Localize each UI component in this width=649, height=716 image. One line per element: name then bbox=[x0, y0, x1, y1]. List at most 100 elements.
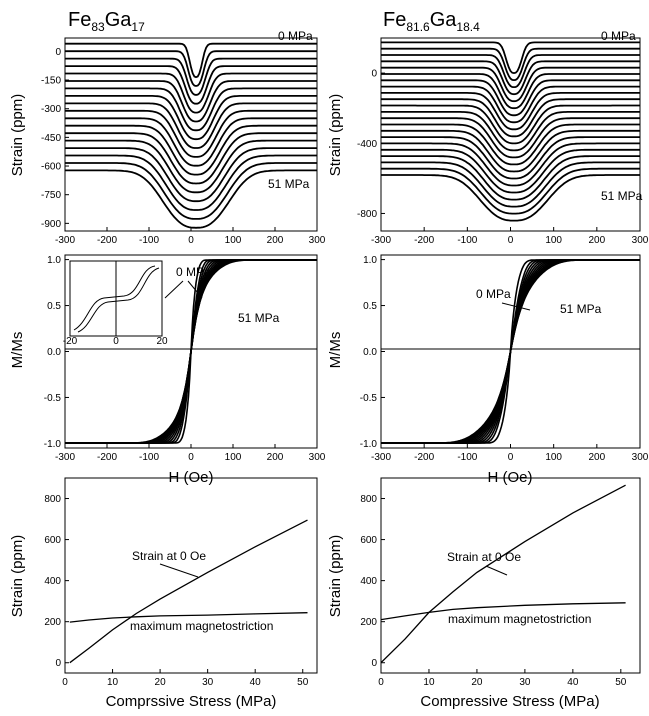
strain-curve bbox=[65, 57, 317, 96]
x-tick-label: 300 bbox=[309, 452, 326, 463]
inset-tick-label: 20 bbox=[156, 336, 168, 347]
hysteresis-curve bbox=[381, 259, 640, 444]
annotation-0mpa: 0 MPa bbox=[176, 265, 211, 279]
series-line-max-magnetostriction bbox=[69, 612, 308, 623]
y-tick-label: 0.0 bbox=[47, 347, 61, 358]
x-tick-label: 20 bbox=[471, 677, 483, 688]
y-tick-label: 0 bbox=[55, 47, 61, 58]
x-tick-label: 0 bbox=[188, 452, 194, 463]
strain-curve bbox=[381, 148, 640, 194]
x-tick-label: 300 bbox=[632, 235, 649, 246]
x-tick-label: 0 bbox=[62, 677, 68, 688]
inset-curve-up bbox=[73, 265, 156, 331]
strain-curve bbox=[381, 129, 640, 173]
annotation-51mpa: 51 MPa bbox=[560, 302, 602, 316]
x-axis-label: Comprssive Stress (MPa) bbox=[106, 693, 277, 710]
annotation-strain-0oe: Strain at 0 Oe bbox=[132, 549, 206, 563]
tick-labels: 0 10 20 30 40 50 0 200 400 600 800 bbox=[44, 494, 308, 688]
x-tick-label: 30 bbox=[202, 677, 214, 688]
strain-curve bbox=[381, 136, 640, 180]
y-tick-label: -600 bbox=[41, 162, 61, 173]
y-tick-label: -300 bbox=[41, 104, 61, 115]
x-tick-label: -300 bbox=[55, 235, 75, 246]
strain-curve bbox=[65, 42, 317, 79]
series-line-strain-0oe bbox=[69, 519, 308, 664]
y-tick-label: 400 bbox=[44, 576, 61, 587]
annotation-51mpa: 51 MPa bbox=[268, 177, 310, 191]
y-axis-label: Strain (ppm) bbox=[9, 94, 26, 177]
inset-tick-label: -20 bbox=[63, 336, 78, 347]
strain-curve bbox=[65, 80, 317, 123]
x-tick-label: 100 bbox=[225, 452, 242, 463]
y-tick-label: 0 bbox=[55, 658, 61, 669]
strain-curve bbox=[381, 142, 640, 187]
strain-curve bbox=[381, 85, 640, 124]
strain-curve bbox=[381, 174, 640, 222]
strain-curve bbox=[381, 79, 640, 117]
x-tick-label: 100 bbox=[225, 235, 242, 246]
strain-curve bbox=[381, 66, 640, 103]
strain-curve bbox=[65, 139, 317, 194]
strain-curve bbox=[381, 123, 640, 166]
inset: -20 0 20 bbox=[63, 260, 168, 347]
plot-frame bbox=[380, 477, 641, 674]
x-tick-label: 300 bbox=[632, 452, 649, 463]
y-tick-label: -150 bbox=[41, 76, 61, 87]
x-tick-label: -100 bbox=[457, 452, 477, 463]
y-tick-label: 1.0 bbox=[47, 255, 61, 266]
panel-magnetization-fe83ga17: -300 -200 -100 0 100 200 3001.00.50.0-0.5-1.0 … bbox=[9, 254, 326, 486]
strain-curve bbox=[381, 155, 640, 201]
stress-curves bbox=[69, 519, 308, 664]
series-line-max-magnetostriction bbox=[380, 602, 626, 621]
strain-curve bbox=[65, 87, 317, 132]
stress-curves bbox=[380, 484, 626, 664]
hysteresis-curve bbox=[65, 259, 317, 444]
y-tick-label: -450 bbox=[41, 133, 61, 144]
x-tick-label: 200 bbox=[588, 452, 605, 463]
x-axis-label: Compressive Stress (MPa) bbox=[420, 693, 599, 710]
series-line-strain-0oe bbox=[380, 484, 626, 664]
y-tick-label: 800 bbox=[44, 494, 61, 505]
x-tick-label: 40 bbox=[250, 677, 262, 688]
x-tick-label: 10 bbox=[423, 677, 435, 688]
tick-labels: -300 -200 -100 0 100 200 300 0 -150 -300 -450 -600 -… bbox=[41, 47, 326, 246]
y-tick-label: 0 bbox=[371, 69, 377, 80]
y-tick-label: -0.5 bbox=[44, 393, 62, 404]
y-tick-label: 600 bbox=[44, 535, 61, 546]
y-axis-label: M/Ms bbox=[327, 332, 344, 369]
tick-labels: -300 -200 -100 0 100 200 300 0 -400 -800 bbox=[357, 69, 649, 246]
annotation-0mpa: 0 MPa bbox=[476, 287, 511, 301]
x-tick-label: 0 bbox=[188, 235, 194, 246]
strain-curve bbox=[65, 102, 317, 149]
hysteresis-curves bbox=[65, 259, 317, 444]
annotation-51mpa: 51 MPa bbox=[601, 189, 643, 203]
x-tick-label: 200 bbox=[267, 235, 284, 246]
strain-curve bbox=[381, 54, 640, 89]
strain-curves bbox=[65, 42, 317, 229]
y-tick-label: 400 bbox=[360, 576, 377, 587]
strain-curve bbox=[381, 92, 640, 131]
strain-curve bbox=[65, 132, 317, 185]
strain-curve bbox=[65, 95, 317, 141]
annotation-arrow bbox=[501, 302, 531, 311]
y-axis-label: Strain (ppm) bbox=[327, 535, 344, 618]
x-tick-label: 20 bbox=[155, 677, 167, 688]
strain-curve bbox=[381, 47, 640, 82]
y-tick-label: -800 bbox=[357, 209, 377, 220]
panel-strain-fe83ga17: -300 -200 -100 0 100 200 300 0 -150 -300 -450 -600 -… bbox=[9, 9, 326, 246]
annotation-max-magnetostriction: maximum magnetostriction bbox=[448, 612, 591, 626]
x-tick-label: 50 bbox=[615, 677, 627, 688]
x-tick-label: 200 bbox=[588, 235, 605, 246]
x-tick-label: 40 bbox=[567, 677, 579, 688]
annotation-51mpa: 51 MPa bbox=[238, 311, 280, 325]
y-tick-label: 0.5 bbox=[47, 301, 61, 312]
strain-curve bbox=[381, 60, 640, 96]
x-tick-label: 30 bbox=[519, 677, 531, 688]
plot-frame bbox=[64, 477, 318, 674]
y-axis-label: M/Ms bbox=[9, 332, 26, 369]
x-tick-label: 50 bbox=[297, 677, 309, 688]
x-tick-label: -300 bbox=[371, 452, 391, 463]
panel-title: Fe83Ga17 bbox=[68, 9, 145, 34]
